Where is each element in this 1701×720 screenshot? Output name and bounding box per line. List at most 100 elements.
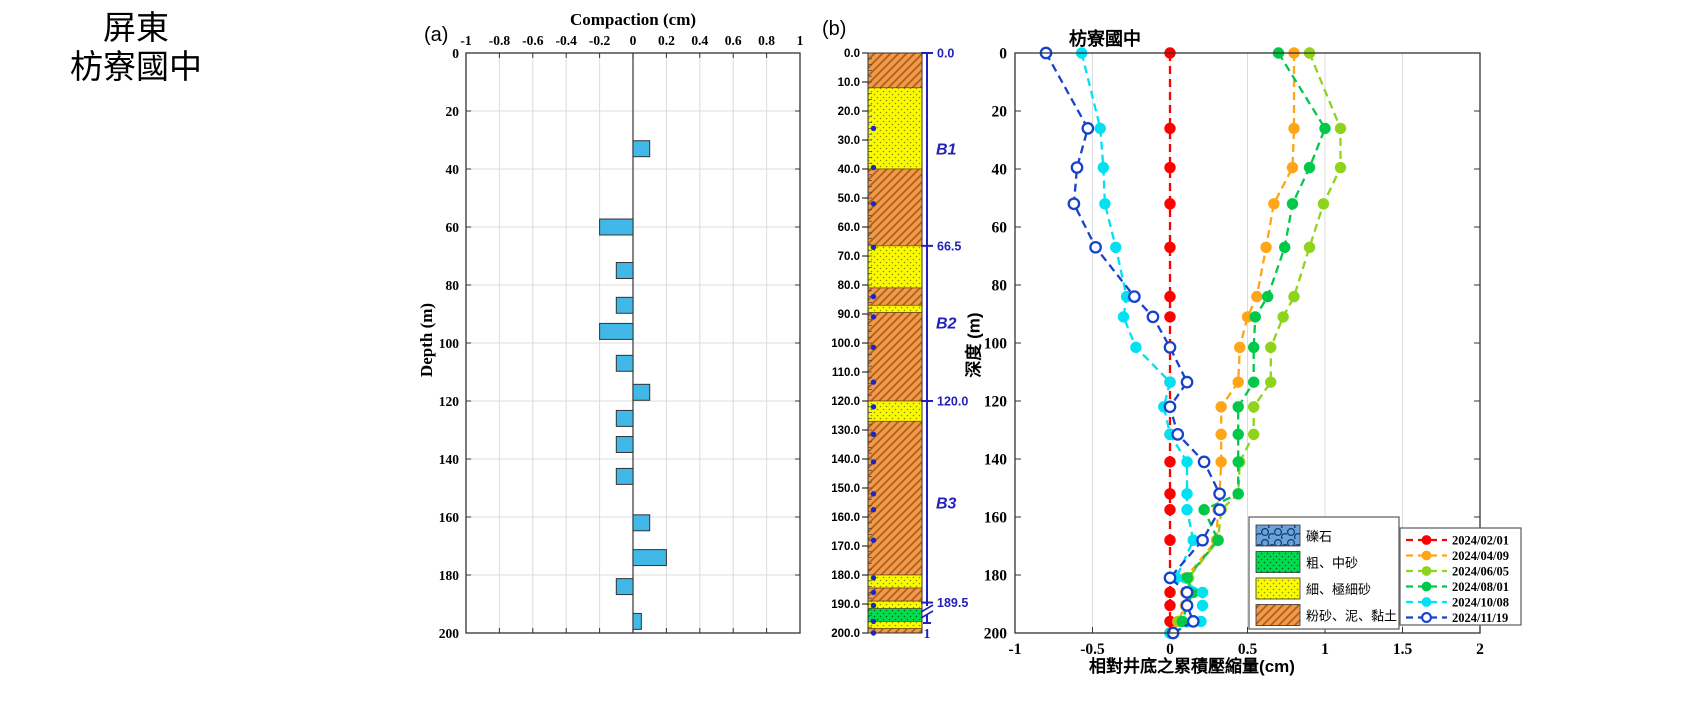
anchor-dot <box>870 537 877 543</box>
depth-ruler-label: 170.0 <box>831 541 860 553</box>
anchor-dot <box>870 293 877 300</box>
layer-silt_mud_clay <box>867 587 923 602</box>
data-point <box>1197 455 1211 469</box>
anchor-dot <box>870 164 877 171</box>
layer-fine_sand <box>867 574 923 589</box>
zone-axis-bottom-label: 1 <box>924 627 931 642</box>
panel-a-ytick: 20 <box>446 104 460 119</box>
data-point <box>1215 456 1227 468</box>
depth-ruler-label: 60.0 <box>838 222 860 234</box>
data-point <box>1303 241 1316 254</box>
compaction-bars <box>599 140 667 630</box>
zone-axis: 0.0 66.5 120.0 189.5 B1 B2 B3 1 <box>920 47 968 642</box>
data-point <box>1164 534 1176 546</box>
main-ytick: 80 <box>992 278 1008 295</box>
main-xtick: -1 <box>1009 641 1022 658</box>
data-point <box>1164 488 1176 500</box>
data-point <box>1249 311 1261 323</box>
legend-marker <box>1421 566 1432 576</box>
main-ytick: 0 <box>999 46 1007 63</box>
legend-marker <box>1421 581 1432 592</box>
main-ytick: 40 <box>992 162 1008 179</box>
anchor-dot <box>870 630 877 636</box>
data-point <box>1081 122 1095 135</box>
anchor-dot <box>870 344 877 351</box>
lithology-legend-item-coarse_sand: 粗、中砂 <box>1255 551 1358 573</box>
panel-a-xtick: 0 <box>630 33 637 48</box>
layer-silt_mud_clay <box>867 420 923 576</box>
zone-label-B1: B1 <box>936 142 957 159</box>
data-point <box>1130 341 1142 354</box>
legend-date-label: 2024/02/01 <box>1452 534 1509 548</box>
lithology-legend-item-gravel: 礫石 <box>1255 524 1332 547</box>
panel-b-label: (b) <box>822 18 847 40</box>
panel-a-bar-chart: -1 -0.8 -0.6 -0.4 -0.2 0 0.2 0.4 0.6 0.8 1 0 20 40 60 8… <box>439 33 804 641</box>
panel-a-axis-title: Compaction (cm) <box>569 10 697 29</box>
legend-date-label: 2024/08/01 <box>1452 580 1509 594</box>
data-point <box>1215 428 1227 441</box>
panel-a-ytick: 140 <box>439 452 460 467</box>
data-point <box>1232 456 1244 468</box>
depth-ruler-label: 200.0 <box>831 628 860 640</box>
depth-ruler-label: 140.0 <box>831 454 860 466</box>
legend-marker <box>1421 550 1432 561</box>
anchor-dot <box>870 404 877 410</box>
data-point <box>1198 504 1210 516</box>
depth-ruler-label: 70.0 <box>838 251 860 263</box>
layer-fine_sand <box>867 245 923 289</box>
data-point <box>1164 376 1176 388</box>
panel-a-xtick: 0.8 <box>758 33 775 48</box>
main-chart-title: 枋寮國中 <box>1069 29 1141 49</box>
lithology-layers <box>867 52 923 634</box>
panel-a-ytick: 80 <box>446 278 460 293</box>
panel-a-ylabel: Depth (m) <box>417 302 436 378</box>
zone-label-B2: B2 <box>936 316 957 333</box>
anchor-depth-dots <box>870 125 877 636</box>
lithology-swatch-silt_mud_clay <box>1255 604 1301 626</box>
data-point <box>1089 240 1102 254</box>
lithology-swatch-coarse_sand <box>1255 551 1301 573</box>
compaction-bar <box>615 296 634 314</box>
depth-ruler-label: 80.0 <box>838 280 860 292</box>
legend-item-2024-08-01: 2024/08/01 <box>1406 580 1509 594</box>
depth-ruler-label: 190.0 <box>831 599 860 611</box>
data-point <box>1180 599 1194 612</box>
anchor-dot <box>870 575 877 581</box>
data-point <box>1303 161 1316 174</box>
site-title: 屏東 枋寮國中 <box>60 10 212 88</box>
data-point <box>1334 122 1347 135</box>
series-2024-11-19 <box>1039 46 1226 640</box>
data-point <box>1286 198 1299 210</box>
lithology-label: 細、極細砂 <box>1306 582 1371 597</box>
legend-date-label: 2024/04/09 <box>1452 549 1509 563</box>
data-point <box>1215 401 1227 413</box>
series-line <box>1169 52 1342 634</box>
data-point <box>1164 122 1176 135</box>
depth-ruler-label: 180.0 <box>831 570 860 582</box>
compaction-bar <box>615 409 634 427</box>
lithology-swatch-fine_sand <box>1255 577 1301 600</box>
data-point <box>1196 533 1209 547</box>
data-point <box>1260 241 1272 254</box>
anchor-dot <box>870 314 877 320</box>
panel-a-xtick: -1 <box>460 33 471 48</box>
series-line <box>1080 52 1204 635</box>
data-point <box>1164 456 1176 468</box>
data-point <box>1117 311 1130 323</box>
anchor-dot <box>870 618 877 625</box>
data-point <box>1279 241 1291 254</box>
lithology-label: 粗、中砂 <box>1306 556 1358 571</box>
zone-axis-tick-label: 189.5 <box>937 596 968 610</box>
data-point <box>1163 400 1177 414</box>
panel-a-ytick: 0 <box>452 46 459 61</box>
panel-a-xtick: 0.2 <box>658 33 675 48</box>
data-point <box>1164 161 1176 174</box>
depth-ruler-label: 160.0 <box>831 512 860 524</box>
layer-fine_sand <box>867 87 923 170</box>
depth-ruler-label: 90.0 <box>838 309 860 321</box>
compaction-bar <box>632 549 667 567</box>
main-line-chart: -1 -0.5 0 0.5 1 1.5 20204060801001201401601802… <box>984 46 1522 658</box>
data-point <box>1288 290 1300 303</box>
legend-date-label: 2024/06/05 <box>1452 565 1509 579</box>
